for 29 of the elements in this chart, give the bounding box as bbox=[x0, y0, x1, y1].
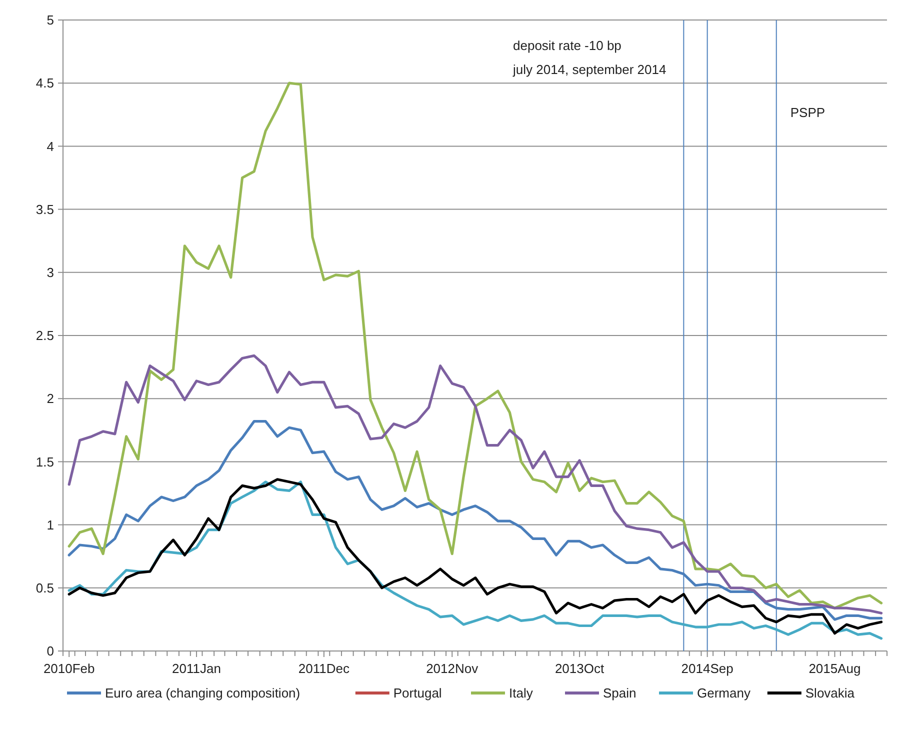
legend-label: Italy bbox=[509, 686, 534, 701]
y-tick-label: 0 bbox=[46, 644, 54, 659]
x-tick-label: 2014Sep bbox=[681, 661, 734, 676]
legend-label: Portugal bbox=[393, 686, 442, 701]
annotation: deposit rate -10 bp bbox=[513, 38, 622, 53]
x-tick-label: 2013Oct bbox=[554, 661, 604, 676]
y-tick-label: 4 bbox=[46, 138, 54, 154]
legend-label: Slovakia bbox=[805, 686, 856, 701]
legend-label: Spain bbox=[603, 686, 636, 701]
y-tick-label: 2 bbox=[46, 391, 54, 406]
legend-label: Germany bbox=[697, 686, 751, 701]
y-tick-label: 3 bbox=[46, 264, 54, 280]
y-tick-label: 2.5 bbox=[36, 328, 54, 344]
ref-line-label: PSPP bbox=[790, 105, 826, 120]
x-tick-label: 2012Nov bbox=[426, 661, 479, 676]
y-tick-label: 1.5 bbox=[36, 454, 54, 470]
line-series bbox=[68, 82, 883, 610]
y-tick-label: 5 bbox=[46, 12, 54, 28]
x-tick-label: 2015Aug bbox=[808, 661, 861, 676]
line-series bbox=[68, 354, 883, 614]
y-tick-label: 0.5 bbox=[36, 580, 54, 596]
y-tick-label: 4.5 bbox=[36, 76, 54, 91]
legend-label: Euro area (changing composition) bbox=[105, 686, 300, 701]
x-tick-label: 2011Jan bbox=[172, 661, 221, 676]
y-tick-label: 1 bbox=[46, 517, 54, 532]
y-tick-label: 3.5 bbox=[36, 202, 54, 217]
annotation: july 2014, september 2014 bbox=[512, 62, 666, 77]
x-tick-label: 2011Dec bbox=[298, 661, 350, 676]
x-tick-label: 2010Feb bbox=[43, 661, 95, 676]
